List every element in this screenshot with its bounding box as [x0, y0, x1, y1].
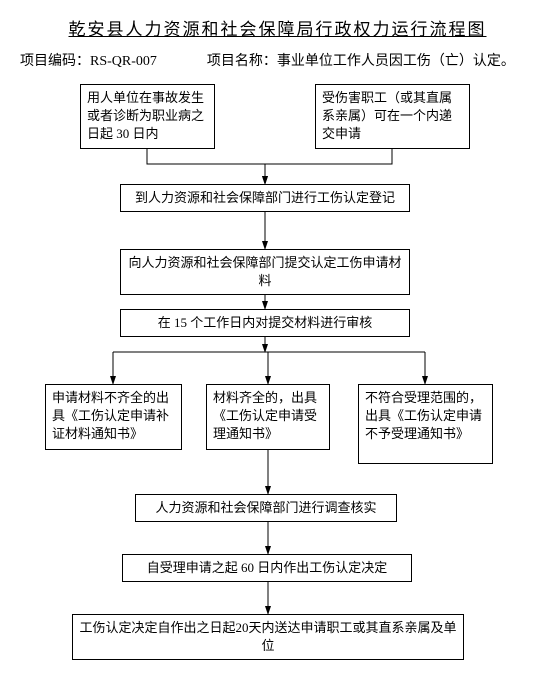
flow-node-n5: 在 15 个工作日内对提交材料进行审核: [120, 309, 410, 337]
flow-node-n6: 申请材料不齐全的出具《工伤认定申请补证材料通知书》: [45, 384, 182, 450]
flow-node-n11: 工伤认定决定自作出之日起20天内送达申请职工或其直系亲属及单位: [72, 614, 464, 660]
flow-node-n8: 不符合受理范围的，出具《工伤认定申请不予受理通知书》: [358, 384, 493, 464]
flow-node-n10: 自受理申请之起 60 日内作出工伤认定决定: [122, 554, 412, 582]
flowchart-canvas: 用人单位在事故发生或者诊断为职业病之日起 30 日内 受伤害职工（或其直属系亲属）…: [20, 84, 535, 684]
page-title: 乾安县人力资源和社会保障局行政权力运行流程图: [20, 15, 535, 40]
flow-node-n1: 用人单位在事故发生或者诊断为职业病之日起 30 日内: [80, 84, 215, 149]
flow-node-n4: 向人力资源和社会保障部门提交认定工伤申请材料: [120, 249, 410, 295]
flow-node-n2: 受伤害职工（或其直属系亲属）可在一个内递交申请: [315, 84, 470, 149]
meta-row: 项目编码：RS-QR-007 项目名称：事业单位工作人员因工伤（亡）认定。: [20, 50, 535, 70]
flow-node-n9: 人力资源和社会保障部门进行调查核实: [135, 494, 397, 522]
flow-node-n7: 材料齐全的，出具《工伤认定申请受理通知书》: [206, 384, 330, 450]
code-label: 项目编码：: [20, 54, 90, 69]
name-label: 项目名称：: [207, 54, 277, 69]
flow-node-n3: 到人力资源和社会保障部门进行工伤认定登记: [120, 184, 410, 212]
code-value: RS-QR-007: [90, 54, 157, 69]
name-value: 事业单位工作人员因工伤（亡）认定。: [277, 54, 515, 69]
